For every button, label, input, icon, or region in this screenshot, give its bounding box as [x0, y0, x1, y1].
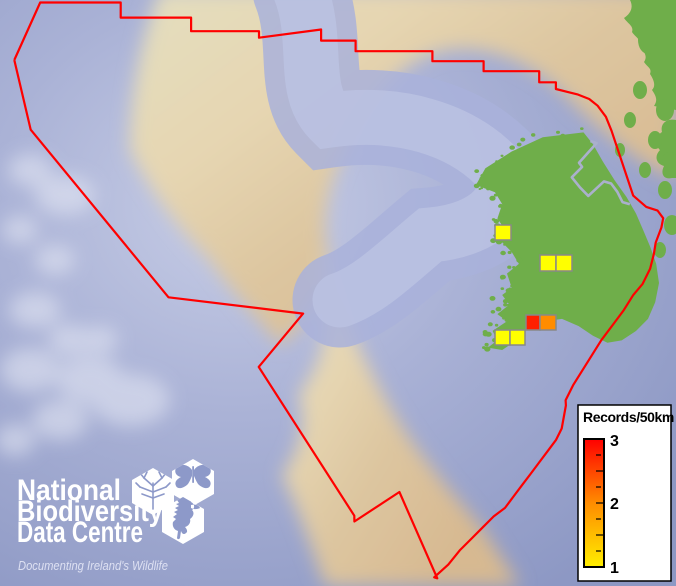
- svg-text:2: 2: [610, 496, 619, 513]
- svg-text:Records/50km: Records/50km: [583, 409, 674, 425]
- svg-text:Data Centre: Data Centre: [17, 516, 143, 549]
- svg-text:1: 1: [610, 560, 619, 577]
- svg-text:Documenting Ireland's Wildlife: Documenting Ireland's Wildlife: [18, 558, 168, 573]
- svg-text:3: 3: [610, 433, 619, 450]
